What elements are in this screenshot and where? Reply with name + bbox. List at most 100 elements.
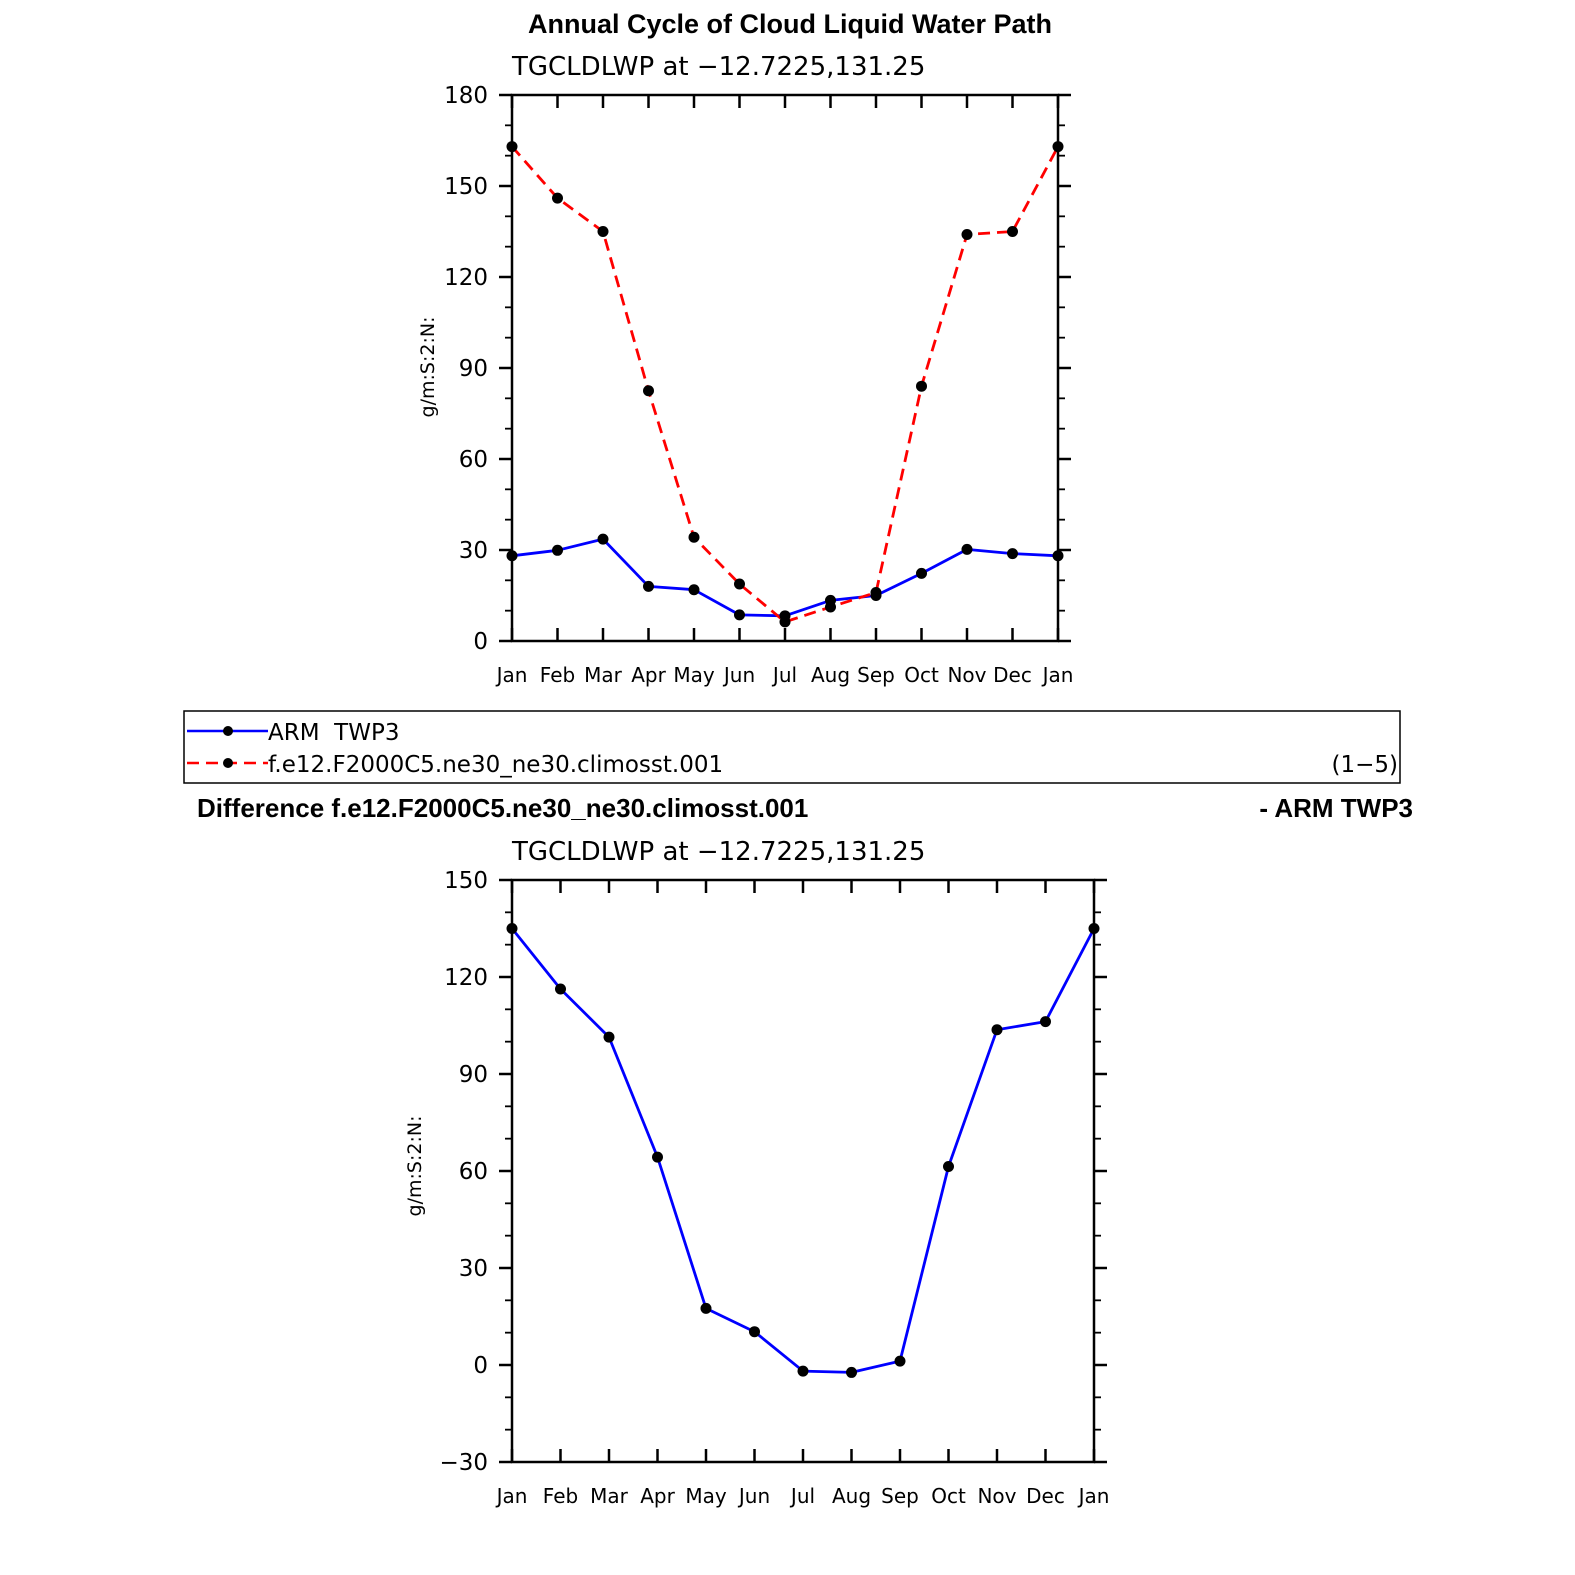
chart1-point-0 — [688, 584, 700, 596]
legend-label-arm: ARM TWP3 — [268, 720, 399, 746]
chart1-ytick-label: 180 — [444, 83, 488, 109]
chart1-xtick-label: Sep — [857, 663, 895, 687]
chart2-ticks: Jan Feb Mar Apr May Jun Jul Aug Sep Oct Nov Dec Jan−… — [439, 868, 1109, 1508]
chart2-xtick-label: May — [685, 1484, 727, 1508]
chart2-point-0 — [1040, 1016, 1051, 1028]
chart1-ytick-label: 0 — [473, 629, 488, 655]
chart2-xtick-label: Feb — [543, 1484, 578, 1508]
chart1-xtick-label: Feb — [540, 663, 575, 687]
chart2-title-left: Difference f.e12.F2000C5.ne30_ne30.climo… — [197, 793, 808, 823]
legend-label-model: f.e12.F2000C5.ne30_ne30.climosst.001 — [268, 752, 723, 778]
chart2-xtick-label: Jan — [495, 1484, 528, 1508]
annual-cycle-chart: TGCLDLWP at −12.7225,131.25 g/m:S:2:N: J… — [417, 52, 1073, 687]
chart1-ytick-label: 120 — [444, 265, 488, 291]
chart1-point-1 — [916, 380, 927, 392]
legend-marker-model — [223, 758, 233, 768]
chart1-series — [506, 141, 1064, 628]
chart1-point-1 — [552, 192, 563, 204]
chart2-point-0 — [1088, 923, 1100, 934]
chart2-point-0 — [991, 1024, 1003, 1036]
chart1-point-1 — [779, 616, 791, 628]
chart1-point-1 — [870, 586, 882, 598]
chart1-point-0 — [506, 550, 518, 562]
legend: ARM TWP3 f.e12.F2000C5.ne30_ne30.climoss… — [183, 710, 1401, 784]
chart1-xtick-label: Dec — [993, 663, 1032, 687]
chart1-ytick-label: 60 — [459, 447, 488, 473]
chart1-point-1 — [1052, 141, 1064, 153]
chart1-point-0 — [552, 544, 563, 556]
chart1-point-0 — [1052, 550, 1064, 562]
chart1-point-0 — [734, 609, 745, 621]
chart1-plot-frame — [510, 93, 1060, 643]
chart1-ytick-label: 90 — [459, 356, 488, 382]
chart2-point-0 — [603, 1031, 615, 1043]
chart2-point-0 — [894, 1355, 906, 1367]
chart2-subtitle: TGCLDLWP at −12.7225,131.25 — [511, 837, 925, 867]
chart2-point-0 — [555, 983, 566, 995]
chart2-xtick-label: Nov — [977, 1484, 1016, 1508]
chart1-ytick-label: 150 — [444, 174, 488, 200]
chart1-point-1 — [506, 141, 518, 153]
chart1-ticks: Jan Feb Mar Apr May Jun Jul Aug Sep Oct Nov Dec Jan 0… — [444, 83, 1073, 687]
chart1-xtick-label: Mar — [584, 663, 623, 687]
chart1-point-0 — [597, 533, 609, 545]
chart2-series — [506, 923, 1100, 1378]
chart2-xtick-label: Oct — [931, 1484, 966, 1508]
legend-box — [183, 710, 1401, 784]
chart1-point-1 — [688, 531, 700, 543]
legend-note: (1−5) — [1332, 752, 1398, 778]
chart2-point-0 — [749, 1326, 760, 1338]
chart2-xtick-label: Apr — [640, 1484, 675, 1508]
chart1-point-0 — [916, 567, 927, 579]
chart2-ytick-label: 30 — [459, 1256, 488, 1282]
chart1-ylabel: g/m:S:2:N: — [417, 317, 439, 418]
chart2-point-0 — [652, 1151, 663, 1163]
chart1-xtick-label: Apr — [631, 663, 666, 687]
chart2-ytick-label: −30 — [439, 1450, 488, 1476]
chart1-point-1 — [643, 385, 654, 397]
chart1-xtick-label: Jun — [722, 663, 755, 687]
chart2-xtick-label: Dec — [1026, 1484, 1065, 1508]
chart1-point-1 — [597, 226, 609, 237]
legend-marker-arm — [223, 726, 233, 736]
chart1-point-1 — [825, 601, 836, 613]
chart1-xtick-label: May — [673, 663, 715, 687]
chart2-xtick-label: Jul — [789, 1484, 815, 1508]
chart1-point-1 — [961, 229, 973, 241]
chart2-point-0 — [797, 1365, 809, 1377]
chart2-point-0 — [506, 923, 518, 934]
chart2-ylabel: g/m:S:2:N: — [404, 1116, 426, 1217]
chart1-series-line-0 — [511, 537, 1059, 618]
chart1-xtick-label: Oct — [904, 663, 939, 687]
chart2-point-0 — [846, 1366, 857, 1378]
chart1-point-1 — [734, 578, 745, 590]
chart2-xtick-label: Jun — [737, 1484, 770, 1508]
chart1-point-1 — [1007, 226, 1018, 237]
chart1-subtitle: TGCLDLWP at −12.7225,131.25 — [511, 52, 925, 82]
chart1-xtick-label: Jul — [771, 663, 797, 687]
figure-title: Annual Cycle of Cloud Liquid Water Path — [528, 9, 1052, 39]
chart2-xtick-label: Aug — [832, 1484, 871, 1508]
chart2-xtick-label: Sep — [881, 1484, 919, 1508]
chart2-xtick-label: Jan — [1077, 1484, 1110, 1508]
chart1-xtick-label: Nov — [947, 663, 986, 687]
difference-chart: Difference f.e12.F2000C5.ne30_ne30.climo… — [197, 793, 1413, 1508]
chart2-point-0 — [700, 1302, 712, 1314]
chart2-ytick-label: 120 — [444, 965, 488, 991]
chart2-xtick-label: Mar — [590, 1484, 629, 1508]
chart1-xtick-label: Aug — [811, 663, 850, 687]
chart1-ytick-label: 30 — [459, 538, 488, 564]
chart2-ytick-label: 0 — [473, 1353, 488, 1379]
chart1-point-0 — [961, 543, 973, 555]
chart2-title-right: - ARM TWP3 — [1259, 793, 1413, 823]
chart2-ytick-label: 60 — [459, 1159, 488, 1185]
chart2-ytick-label: 90 — [459, 1062, 488, 1088]
chart2-ytick-label: 150 — [444, 868, 488, 894]
chart1-point-0 — [1007, 548, 1018, 560]
chart2-series-line-0 — [510, 927, 1096, 1374]
chart1-xtick-label: Jan — [1041, 663, 1074, 687]
chart2-point-0 — [943, 1160, 954, 1172]
chart1-xtick-label: Jan — [495, 663, 528, 687]
chart1-point-0 — [643, 580, 654, 592]
